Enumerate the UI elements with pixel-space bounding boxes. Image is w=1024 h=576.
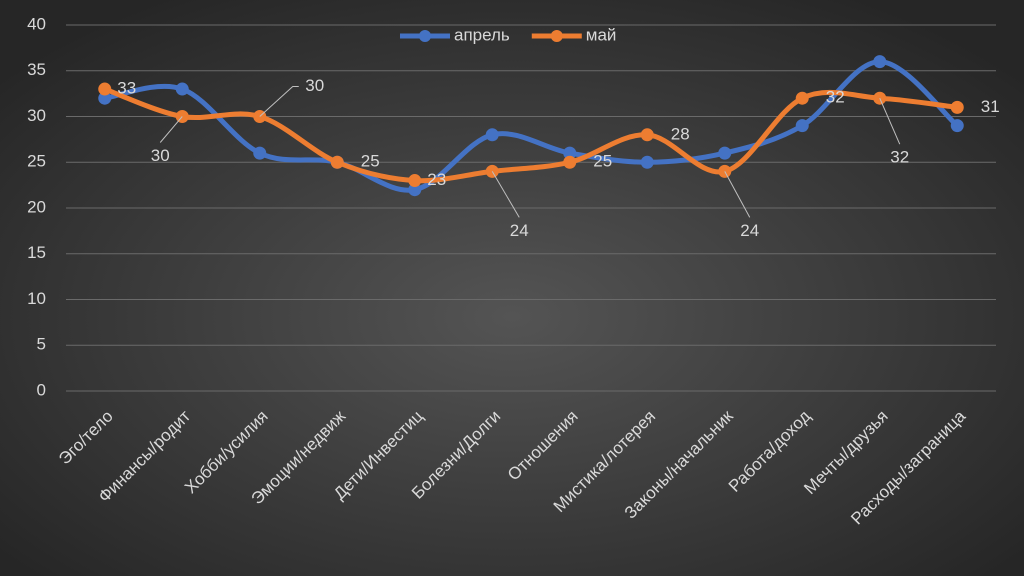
point-marker bbox=[563, 155, 577, 169]
y-tick-label: 0 bbox=[37, 380, 46, 399]
point-marker bbox=[950, 119, 964, 133]
y-tick-label: 20 bbox=[27, 197, 46, 216]
point-marker bbox=[175, 82, 189, 96]
data-label: 24 bbox=[740, 221, 759, 240]
leader-line bbox=[259, 86, 299, 117]
leader-line bbox=[491, 171, 520, 218]
y-tick-label: 40 bbox=[27, 14, 46, 33]
y-tick-label: 15 bbox=[27, 243, 46, 262]
data-label: 28 bbox=[671, 124, 690, 143]
data-label: 31 bbox=[981, 97, 1000, 116]
data-label: 25 bbox=[361, 152, 380, 171]
data-label: 30 bbox=[151, 146, 170, 165]
data-label: 23 bbox=[427, 170, 446, 189]
data-label: 24 bbox=[510, 221, 529, 240]
point-marker bbox=[485, 128, 499, 142]
y-tick-label: 25 bbox=[27, 152, 46, 171]
y-tick-label: 35 bbox=[27, 60, 46, 79]
leader-line bbox=[159, 116, 183, 143]
leader-line bbox=[879, 98, 901, 145]
point-marker bbox=[795, 91, 809, 105]
data-label: 32 bbox=[890, 148, 909, 167]
data-label: 25 bbox=[593, 152, 612, 171]
point-marker bbox=[718, 146, 732, 160]
y-tick-label: 30 bbox=[27, 106, 46, 125]
legend-marker bbox=[550, 30, 563, 42]
data-label: 33 bbox=[117, 79, 136, 98]
point-marker bbox=[795, 119, 809, 133]
legend-label: апрель bbox=[454, 25, 510, 44]
legend-marker bbox=[419, 30, 431, 42]
y-tick-label: 5 bbox=[37, 335, 46, 354]
legend-label: май bbox=[586, 25, 617, 44]
point-marker bbox=[330, 155, 344, 169]
point-marker bbox=[253, 146, 267, 160]
point-marker bbox=[408, 174, 422, 188]
point-marker bbox=[640, 155, 654, 169]
data-label: 32 bbox=[826, 88, 845, 107]
point-marker bbox=[640, 128, 654, 142]
series-line bbox=[102, 59, 960, 193]
y-tick-label: 10 bbox=[27, 289, 46, 308]
point-marker bbox=[950, 100, 964, 114]
point-marker bbox=[873, 55, 887, 69]
data-label: 30 bbox=[305, 76, 324, 95]
leader-line bbox=[724, 171, 751, 218]
point-marker bbox=[98, 82, 112, 96]
